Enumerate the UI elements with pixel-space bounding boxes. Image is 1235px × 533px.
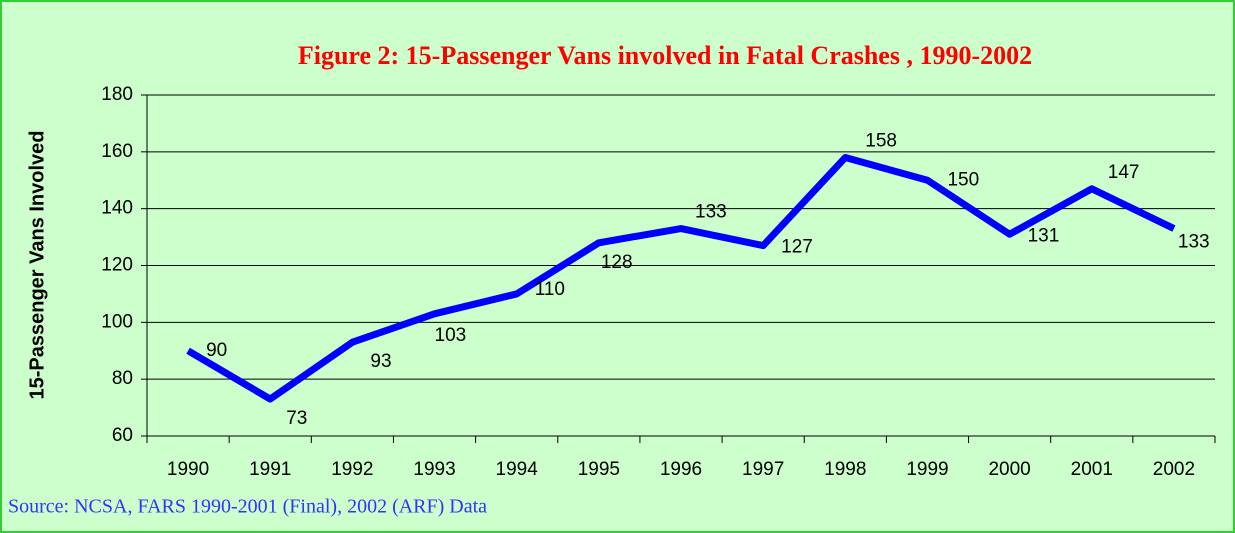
data-label: 90: [206, 340, 227, 361]
x-tick-label: 1994: [496, 459, 539, 480]
data-label: 147: [1108, 162, 1140, 183]
x-tick-label: 1996: [660, 459, 702, 480]
x-tick-label: 1990: [167, 459, 209, 480]
y-tick-label: 100: [101, 311, 133, 332]
x-tick-label: 1993: [413, 459, 455, 480]
data-label: 73: [286, 408, 307, 429]
y-tick-label: 80: [112, 368, 133, 389]
data-label: 127: [781, 237, 813, 258]
y-tick-label: 120: [101, 255, 133, 276]
y-tick-label: 160: [101, 141, 133, 162]
data-line: [186, 154, 1176, 403]
data-label: 150: [947, 169, 979, 190]
x-tick-label: 1992: [331, 459, 373, 480]
data-label: 103: [435, 325, 467, 346]
data-label: 93: [370, 351, 391, 372]
data-label: 133: [1178, 232, 1210, 253]
x-tick-label: 1998: [824, 459, 866, 480]
data-label: 133: [695, 202, 727, 223]
x-tick-label: 1991: [249, 459, 291, 480]
y-tick-label: 140: [101, 198, 133, 219]
x-tick-label: 2002: [1153, 459, 1195, 480]
data-label: 131: [1028, 225, 1060, 246]
x-tick-label: 2001: [1071, 459, 1113, 480]
data-label: 110: [535, 279, 565, 300]
y-tick-label: 60: [112, 425, 133, 446]
y-axis-label: 15-Passenger Vans Involved: [26, 130, 48, 399]
y-tick-label: 180: [101, 84, 133, 105]
x-tick-label: 1995: [578, 459, 620, 480]
data-label: 158: [865, 131, 897, 152]
x-tick-label: 2000: [988, 459, 1030, 480]
data-label: 128: [601, 252, 633, 273]
x-tick-label: 1999: [906, 459, 948, 480]
x-tick-label: 1997: [742, 459, 784, 480]
source-note: Source: NCSA, FARS 1990-2001 (Final), 20…: [8, 496, 487, 518]
chart-title: Figure 2: 15-Passenger Vans involved in …: [298, 41, 1032, 70]
